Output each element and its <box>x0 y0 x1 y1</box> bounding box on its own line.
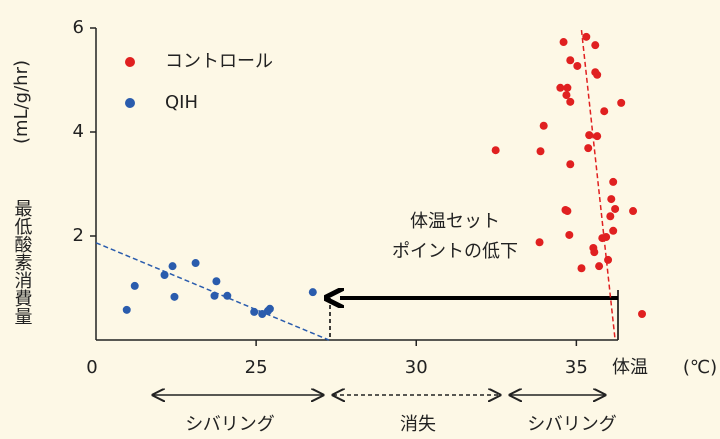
point <box>607 195 616 204</box>
point <box>556 83 565 92</box>
point <box>210 291 219 300</box>
x-tick-label: 30 <box>405 357 428 378</box>
point <box>491 146 500 155</box>
point <box>539 121 548 130</box>
point <box>536 147 545 156</box>
point <box>593 70 602 79</box>
x-label: 体温 <box>612 357 648 378</box>
point <box>629 207 638 216</box>
point <box>577 264 586 273</box>
point <box>563 83 572 92</box>
y-tick-label: 2 <box>73 225 84 246</box>
point <box>593 132 602 141</box>
point <box>565 230 574 239</box>
annotation: 体温セット <box>410 211 500 232</box>
point <box>122 305 131 314</box>
trend-line <box>95 242 330 341</box>
x-tick-label: 25 <box>245 357 268 378</box>
point <box>600 107 609 116</box>
y-unit: (mL/g/hr) <box>11 60 32 144</box>
legend-label: QIH <box>165 92 198 113</box>
point <box>566 160 575 169</box>
x-tick-label: 35 <box>565 357 588 378</box>
point <box>595 262 604 271</box>
x-unit: (℃) <box>683 357 717 378</box>
point <box>609 226 618 235</box>
legend-label: コントロール <box>165 51 273 72</box>
annotation: シバリング <box>185 414 274 435</box>
point <box>584 144 593 153</box>
point <box>566 56 575 65</box>
point <box>611 204 620 213</box>
point <box>212 277 221 286</box>
point <box>585 131 594 140</box>
point <box>598 234 607 243</box>
point <box>160 271 169 279</box>
point <box>591 41 600 50</box>
point <box>250 307 259 316</box>
point <box>617 98 626 107</box>
y-label: 最低酸素消費量 <box>12 199 33 325</box>
point <box>563 207 572 216</box>
point <box>562 91 571 100</box>
annotation: シバリング <box>527 414 616 435</box>
annotation: 消失 <box>400 414 436 435</box>
y-tick-label: 6 <box>73 17 84 38</box>
point <box>535 238 544 247</box>
point <box>191 259 200 268</box>
point <box>559 38 568 47</box>
x-origin-label: 0 <box>86 357 97 378</box>
legend-marker <box>125 57 135 67</box>
point <box>573 61 582 70</box>
point <box>170 292 179 301</box>
point <box>638 310 647 318</box>
point <box>168 262 177 271</box>
point <box>130 281 139 290</box>
point <box>604 255 613 264</box>
point <box>590 248 599 257</box>
legend-marker <box>125 98 135 108</box>
point <box>265 304 274 313</box>
trend-line <box>580 29 616 341</box>
point <box>582 32 591 41</box>
point <box>606 212 615 221</box>
y-tick-label: 4 <box>73 121 84 142</box>
annotation: ポイントの低下 <box>392 241 518 262</box>
point <box>308 288 317 297</box>
point <box>566 97 575 106</box>
point <box>609 177 618 186</box>
point <box>223 291 232 300</box>
